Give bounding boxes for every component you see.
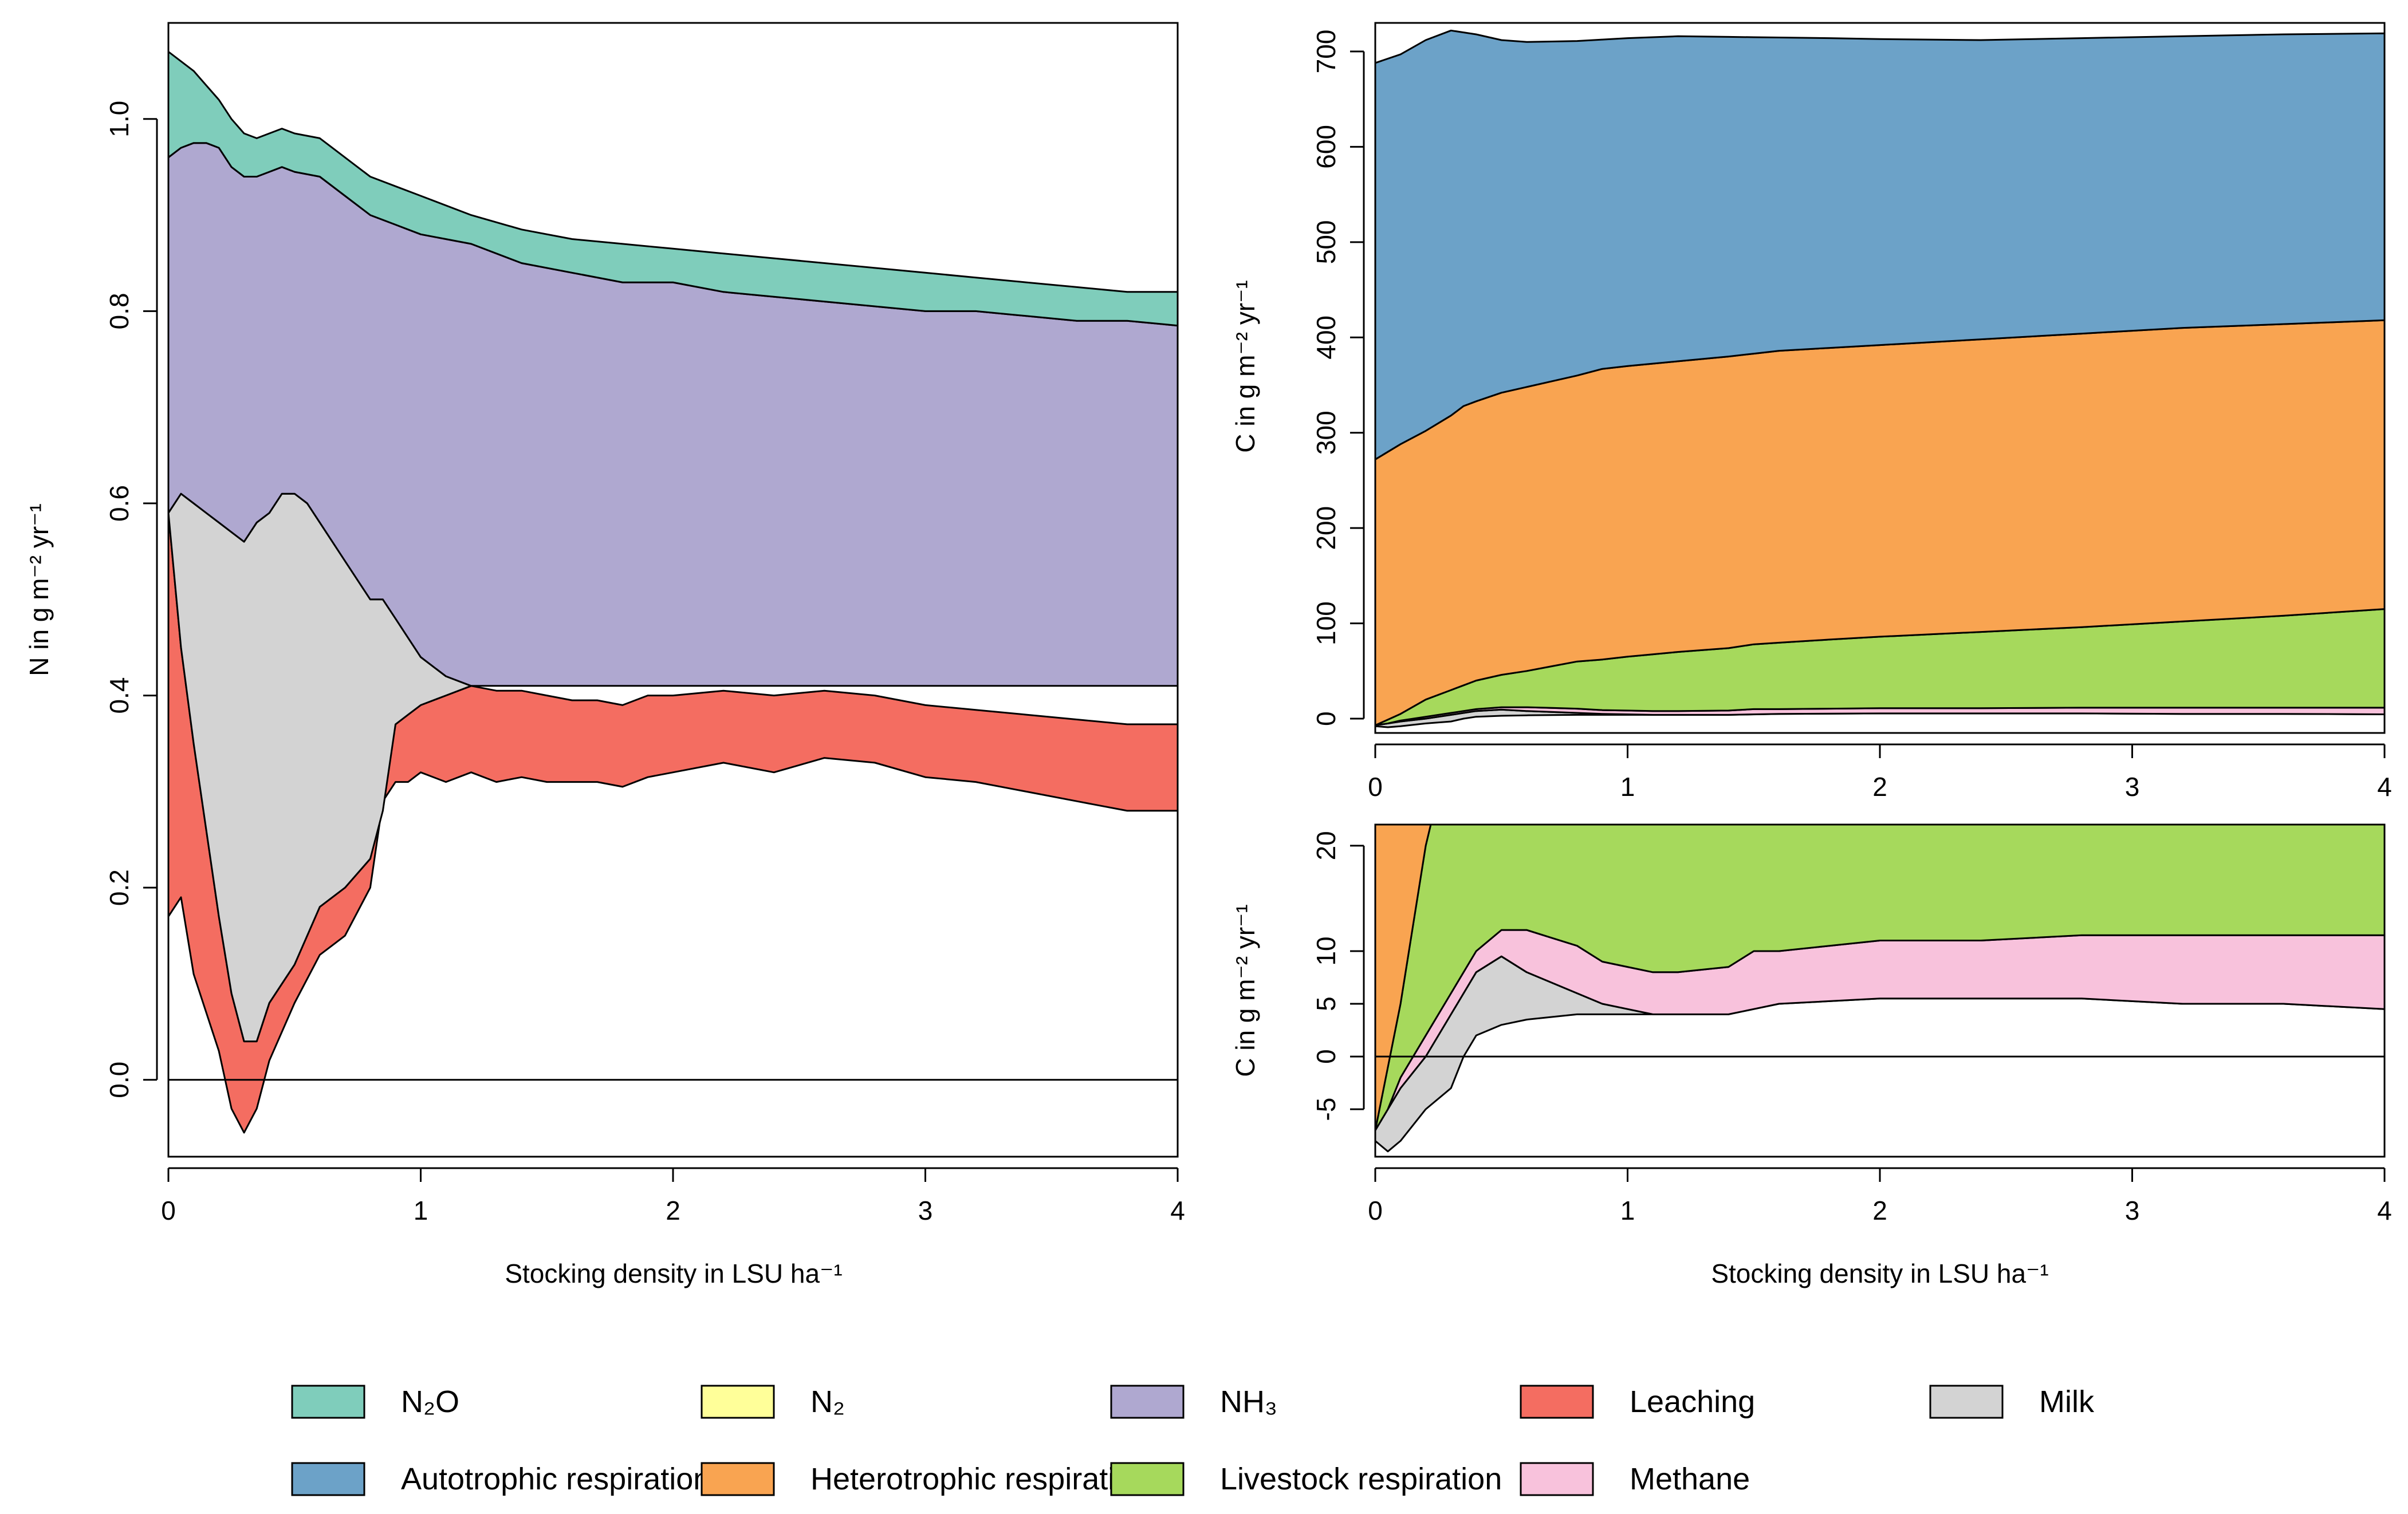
carbon-full-band-auto bbox=[1375, 29, 2385, 460]
carbon-full-x-tick-label: 4 bbox=[2377, 772, 2392, 802]
carbon-zoom-y-tick-label: 20 bbox=[1311, 831, 1341, 860]
carbon-full-y-tick-label: 200 bbox=[1311, 506, 1341, 550]
legend-label-hetero: Heterotrophic respiration bbox=[810, 1462, 1149, 1496]
carbon-zoom-y-tick-label: -5 bbox=[1311, 1098, 1341, 1121]
nitrogen-band-n2o bbox=[168, 50, 1178, 327]
carbon-zoom-y-axis-title: C in g m⁻² yr⁻¹ bbox=[1230, 904, 1260, 1077]
legend-swatch-n2o bbox=[291, 1385, 365, 1419]
legend-item-n2o: N₂O bbox=[291, 1385, 459, 1419]
nitrogen-bands bbox=[168, 50, 1178, 1134]
nitrogen-y-tick-label: 0.0 bbox=[104, 1062, 134, 1098]
legend-item-milk: Milk bbox=[1929, 1385, 2095, 1419]
legend-label-n2o: N₂O bbox=[401, 1385, 459, 1419]
nitrogen-x-axis: 0 1 2 3 4 bbox=[161, 1167, 1185, 1225]
carbon-full-y-tick-label: 500 bbox=[1311, 220, 1341, 264]
carbon-zoom-x-tick-label: 4 bbox=[2377, 1196, 2392, 1225]
carbon-full-y-axis: 0 100 200 300 400 500 600 700 bbox=[1311, 30, 1365, 726]
legend-label-leaching: Leaching bbox=[1630, 1385, 1755, 1419]
carbon-zoom-x-axis: 0 1 2 3 4 bbox=[1368, 1167, 2392, 1225]
nitrogen-x-axis-title: Stocking density in LSU ha⁻¹ bbox=[505, 1259, 842, 1288]
nitrogen-x-tick-label: 4 bbox=[1170, 1196, 1185, 1225]
legend-label-nh3: NH₃ bbox=[1220, 1385, 1277, 1419]
legend-item-nh3: NH₃ bbox=[1110, 1385, 1277, 1419]
carbon-full-x-axis: 0 1 2 3 4 bbox=[1368, 743, 2392, 802]
legend-item-methane: Methane bbox=[1520, 1462, 1750, 1496]
legend-label-livestock: Livestock respiration bbox=[1220, 1462, 1502, 1496]
nitrogen-y-tick-label: 0.6 bbox=[104, 485, 134, 522]
carbon-zoom-band-livestock bbox=[1375, 825, 2385, 1131]
legend-swatch-leaching bbox=[1520, 1385, 1594, 1419]
legend-swatch-methane bbox=[1520, 1462, 1594, 1496]
carbon-full-x-tick-label: 1 bbox=[1620, 772, 1635, 802]
nitrogen-x-tick-label: 2 bbox=[666, 1196, 680, 1225]
legend-swatch-hetero bbox=[701, 1462, 775, 1496]
carbon-full-plot-frame bbox=[1374, 22, 2386, 734]
nitrogen-y-tick-label: 1.0 bbox=[104, 101, 134, 137]
carbon-zoom-x-tick-label: 2 bbox=[1872, 1196, 1887, 1225]
carbon-zoom-x-tick-label: 0 bbox=[1368, 1196, 1383, 1225]
legend-label-milk: Milk bbox=[2039, 1385, 2095, 1419]
carbon-zoom-x-tick-label: 3 bbox=[2125, 1196, 2140, 1225]
legend-item-leaching: Leaching bbox=[1520, 1385, 1755, 1419]
nitrogen-y-axis-title: N in g m⁻² yr⁻¹ bbox=[24, 503, 54, 676]
carbon-zoom-band-methane bbox=[1375, 929, 2385, 1131]
legend-swatch-n2 bbox=[701, 1385, 775, 1419]
legend-label-methane: Methane bbox=[1630, 1462, 1750, 1496]
carbon-full-y-tick-label: 600 bbox=[1311, 125, 1341, 169]
legend-item-livestock: Livestock respiration bbox=[1110, 1462, 1502, 1496]
legend-label-n2: N₂ bbox=[810, 1385, 845, 1419]
carbon-zoom-band-hetero bbox=[1375, 825, 1432, 1131]
carbon-full-x-tick-label: 2 bbox=[1872, 772, 1887, 802]
nitrogen-x-tick-label: 0 bbox=[161, 1196, 176, 1225]
legend-item-auto: Autotrophic respiration bbox=[291, 1462, 710, 1496]
carbon-full-y-axis-title: C in g m⁻² yr⁻¹ bbox=[1230, 280, 1260, 453]
carbon-full-bands bbox=[1375, 29, 2385, 728]
legend-swatch-livestock bbox=[1110, 1462, 1185, 1496]
legend-swatch-nh3 bbox=[1110, 1385, 1185, 1419]
legend-swatch-auto bbox=[291, 1462, 365, 1496]
carbon-full-y-tick-label: 700 bbox=[1311, 30, 1341, 74]
carbon-full-y-tick-label: 300 bbox=[1311, 411, 1341, 455]
nitrogen-x-tick-label: 1 bbox=[414, 1196, 428, 1225]
carbon-zoom-y-tick-label: 0 bbox=[1311, 1049, 1341, 1064]
carbon-zoom-y-tick-label: 10 bbox=[1311, 936, 1341, 965]
carbon-full-band-methane bbox=[1375, 706, 2385, 727]
carbon-zoom-y-tick-label: 5 bbox=[1311, 996, 1341, 1011]
nitrogen-y-tick-label: 0.8 bbox=[104, 293, 134, 329]
carbon-full-chart: 0 1 2 3 4 0 100 200 300 400 500 600 700 C in g m⁻² … bbox=[1230, 22, 2392, 802]
carbon-full-x-tick-label: 0 bbox=[1368, 772, 1383, 802]
nitrogen-chart: 0 1 2 3 4 0.0 0.2 0.4 0.6 0.8 1.0 Stocking densit… bbox=[24, 22, 1185, 1288]
legend-label-auto: Autotrophic respiration bbox=[401, 1462, 710, 1496]
carbon-zoom-x-axis-title: Stocking density in LSU ha⁻¹ bbox=[1711, 1259, 2048, 1288]
nitrogen-y-tick-label: 0.4 bbox=[104, 677, 134, 714]
carbon-full-y-tick-label: 0 bbox=[1311, 711, 1341, 726]
legend-item-hetero: Heterotrophic respiration bbox=[701, 1462, 1149, 1496]
nitrogen-y-tick-label: 0.2 bbox=[104, 869, 134, 906]
nitrogen-plot-frame bbox=[167, 22, 1179, 1158]
carbon-full-y-tick-label: 400 bbox=[1311, 316, 1341, 360]
carbon-zoom-plot-frame bbox=[1374, 823, 2386, 1158]
carbon-zoom-bands bbox=[1375, 825, 2385, 1153]
legend-item-n2: N₂ bbox=[701, 1385, 845, 1419]
legend-swatch-milk bbox=[1929, 1385, 2004, 1419]
carbon-zoom-y-axis: -5 0 5 10 20 bbox=[1311, 831, 1365, 1121]
carbon-zoom-chart: 0 1 2 3 4 -5 0 5 10 20 Stocking density in LSU h… bbox=[1230, 823, 2392, 1288]
carbon-full-x-tick-label: 3 bbox=[2125, 772, 2140, 802]
carbon-zoom-x-tick-label: 1 bbox=[1620, 1196, 1635, 1225]
legend: N₂O N₂ NH₃ Leaching Milk Autotrophic respirat… bbox=[291, 1385, 2095, 1496]
nitrogen-y-axis: 0.0 0.2 0.4 0.6 0.8 1.0 bbox=[104, 101, 158, 1098]
carbon-full-y-tick-label: 100 bbox=[1311, 601, 1341, 645]
nitrogen-x-tick-label: 3 bbox=[918, 1196, 933, 1225]
